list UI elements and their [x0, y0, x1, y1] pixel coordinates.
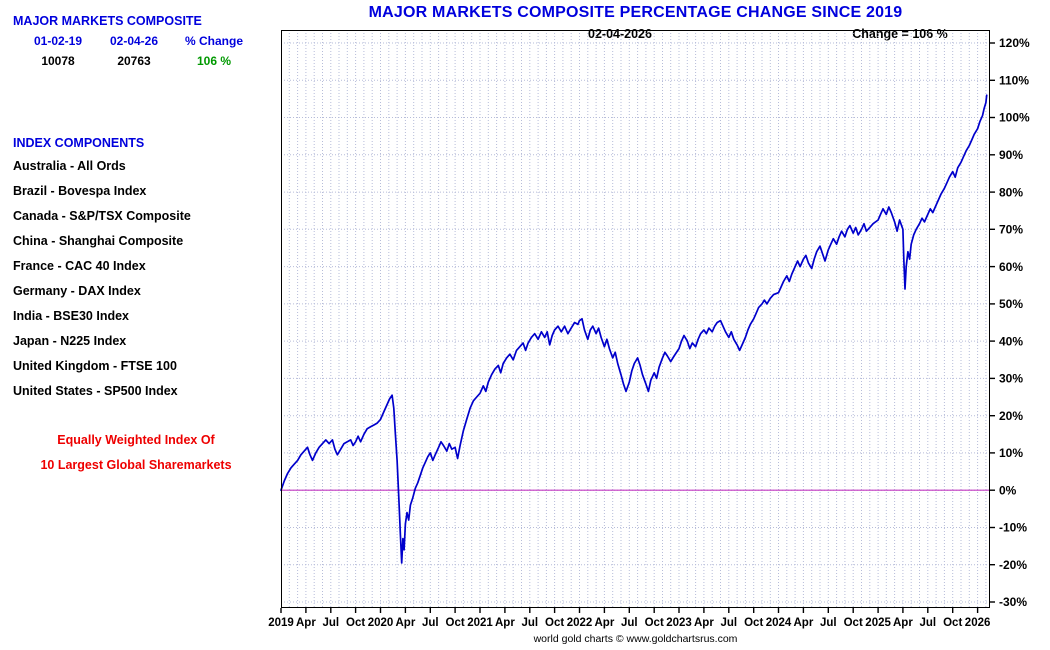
start-date-label: 01-02-19 — [33, 34, 83, 48]
component-item-france: France - CAC 40 Index — [13, 259, 146, 273]
y-tick-label: 20% — [999, 409, 1023, 423]
chart-title: MAJOR MARKETS COMPOSITE PERCENTAGE CHANG… — [368, 4, 903, 21]
chart-footer: world gold charts © www.goldchartsrus.co… — [533, 633, 738, 645]
x-tick-label: Apr — [594, 617, 614, 629]
y-tick-label: 80% — [999, 185, 1023, 199]
x-tick-label: Oct — [346, 617, 365, 629]
plot-border — [281, 30, 990, 608]
component-item-uk: United Kingdom - FTSE 100 — [13, 359, 177, 373]
end-date-label: 02-04-26 — [109, 34, 159, 48]
x-tick-label: 2020 — [368, 617, 394, 629]
component-item-canada: Canada - S&P/TSX Composite — [13, 209, 191, 223]
y-tick-label: 60% — [999, 260, 1023, 274]
x-tick-label: Jul — [322, 617, 339, 629]
x-tick-label: Oct — [744, 617, 763, 629]
y-tick-label: 100% — [999, 111, 1030, 125]
x-tick-label: Jul — [820, 617, 837, 629]
end-value: 20763 — [117, 54, 151, 68]
composite-heading: MAJOR MARKETS COMPOSITE — [13, 14, 202, 28]
components-heading: INDEX COMPONENTS — [13, 136, 145, 150]
left-panel: MAJOR MARKETS COMPOSITE 01-02-19 02-04-2… — [0, 0, 270, 650]
y-tick-label: 120% — [999, 36, 1030, 50]
component-item-india: India - BSE30 Index — [13, 309, 130, 323]
y-tick-label: 40% — [999, 334, 1023, 348]
x-tick-label: 2021 — [467, 617, 493, 629]
start-value: 10078 — [41, 54, 75, 68]
change-header-label: % Change — [184, 34, 243, 48]
x-tick-label: Jul — [720, 617, 737, 629]
change-value: 106 % — [196, 54, 232, 68]
x-tick-label: Apr — [893, 617, 913, 629]
component-item-brazil: Brazil - Bovespa Index — [13, 184, 147, 198]
x-tick-label: Oct — [943, 617, 962, 629]
composite-line-chart: 120% 110% 100% 90% 80% 70% 60% 50% 40% 30% 20% 10% 0… — [268, 30, 1030, 629]
x-tick-label: Apr — [495, 617, 515, 629]
y-tick-label: -20% — [999, 558, 1027, 572]
equally-weighted-note: Equally Weighted Index Of 10 Largest Glo… — [8, 428, 264, 478]
y-tick-label: 50% — [999, 297, 1023, 311]
composite-series-line — [280, 94, 988, 564]
x-tick-label: Jul — [621, 617, 638, 629]
y-tick-label: 90% — [999, 148, 1023, 162]
x-tick-label: 2019 — [268, 617, 294, 629]
x-tick-label: Apr — [395, 617, 415, 629]
x-tick-label: 2025 — [865, 617, 891, 629]
x-tick-label: Apr — [694, 617, 714, 629]
y-tick-label: 0% — [999, 483, 1017, 497]
y-tick-label: 10% — [999, 446, 1023, 460]
x-tick-label: Oct — [844, 617, 863, 629]
x-tick-label: Oct — [545, 617, 564, 629]
y-tick-label: 70% — [999, 223, 1023, 237]
y-tick-label: -30% — [999, 595, 1027, 609]
x-tick-label: Apr — [793, 617, 813, 629]
y-tick-label: 110% — [999, 74, 1029, 88]
x-tick-label: Jul — [422, 617, 439, 629]
note-line-2: 10 Largest Global Sharemarkets — [40, 458, 232, 472]
x-tick-label: Jul — [521, 617, 538, 629]
note-line-1: Equally Weighted Index Of — [57, 433, 215, 447]
component-item-japan: Japan - N225 Index — [13, 334, 127, 348]
x-tick-label: Jul — [919, 617, 936, 629]
x-tick-label: 2023 — [666, 617, 692, 629]
y-tick-label: -10% — [999, 521, 1027, 535]
x-tick-label: Apr — [296, 617, 316, 629]
x-tick-label: 2022 — [567, 617, 593, 629]
component-item-china: China - Shanghai Composite — [13, 234, 184, 248]
x-tick-label: Oct — [446, 617, 465, 629]
component-item-us: United States - SP500 Index — [13, 384, 178, 398]
composite-summary-table: 01-02-19 02-04-26 % Change 10078 20763 1… — [20, 34, 256, 74]
x-tick-label: Oct — [645, 617, 664, 629]
component-item-germany: Germany - DAX Index — [13, 284, 141, 298]
x-tick-label: 2024 — [766, 617, 792, 629]
component-item-australia: Australia - All Ords — [13, 159, 126, 173]
components-list: Australia - All Ords Brazil - Bovespa In… — [13, 154, 191, 404]
x-tick-label: 2026 — [965, 617, 991, 629]
y-tick-label: 30% — [999, 372, 1023, 386]
